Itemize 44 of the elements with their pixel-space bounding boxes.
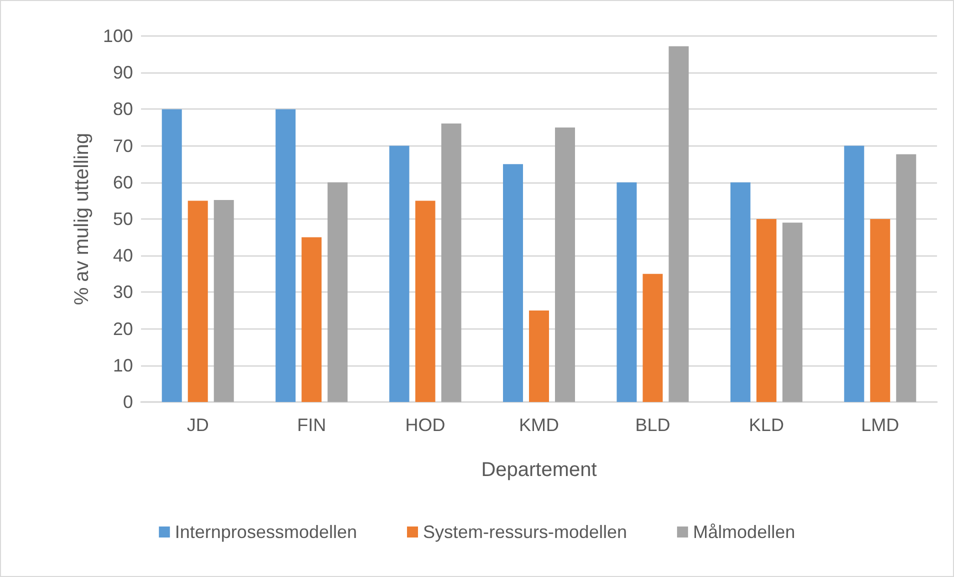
legend-label: Internprosessmodellen bbox=[174, 522, 358, 542]
x-axis-title: Departement bbox=[481, 459, 598, 481]
bar bbox=[389, 146, 410, 402]
y-tick-label: 90 bbox=[112, 62, 133, 83]
legend-label: System-ressurs-modellen bbox=[423, 522, 628, 542]
bar bbox=[782, 222, 802, 402]
bar bbox=[642, 274, 663, 402]
bar bbox=[616, 182, 637, 402]
bar bbox=[896, 154, 916, 402]
bar bbox=[415, 200, 436, 402]
bar bbox=[555, 128, 575, 402]
y-axis-title: % av mulig uttelling bbox=[71, 132, 94, 306]
bar bbox=[214, 200, 234, 402]
bar bbox=[328, 182, 348, 402]
y-tick-label: 40 bbox=[112, 246, 133, 266]
bar bbox=[668, 46, 689, 402]
bar bbox=[441, 123, 462, 402]
y-tick-label: 100 bbox=[102, 26, 133, 46]
y-tick-label: 60 bbox=[112, 172, 133, 192]
bar bbox=[503, 164, 523, 402]
x-tick-label: KMD bbox=[519, 415, 559, 435]
bar bbox=[162, 109, 182, 402]
x-tick-label: JD bbox=[186, 415, 209, 435]
bar bbox=[276, 109, 296, 402]
y-tick-label: 10 bbox=[112, 355, 133, 376]
bar bbox=[529, 310, 549, 402]
y-tick-label: 80 bbox=[112, 99, 133, 120]
y-tick-label: 50 bbox=[112, 209, 133, 229]
bar bbox=[844, 146, 864, 402]
y-tick-label: 0 bbox=[122, 392, 133, 412]
y-tick-label: 20 bbox=[112, 318, 133, 339]
bar bbox=[188, 200, 208, 402]
bar bbox=[302, 237, 322, 402]
bar bbox=[870, 219, 890, 402]
bar bbox=[756, 219, 776, 402]
bar bbox=[730, 182, 750, 402]
x-tick-label: LMD bbox=[861, 415, 900, 435]
y-tick-label: 30 bbox=[112, 282, 133, 302]
y-tick-label: 70 bbox=[112, 136, 133, 156]
x-tick-label: FIN bbox=[297, 415, 326, 435]
x-tick-label: KLD bbox=[748, 415, 784, 435]
legend-label: Målmodellen bbox=[693, 522, 796, 542]
x-tick-label: BLD bbox=[635, 415, 670, 435]
x-tick-label: HOD bbox=[405, 415, 446, 435]
